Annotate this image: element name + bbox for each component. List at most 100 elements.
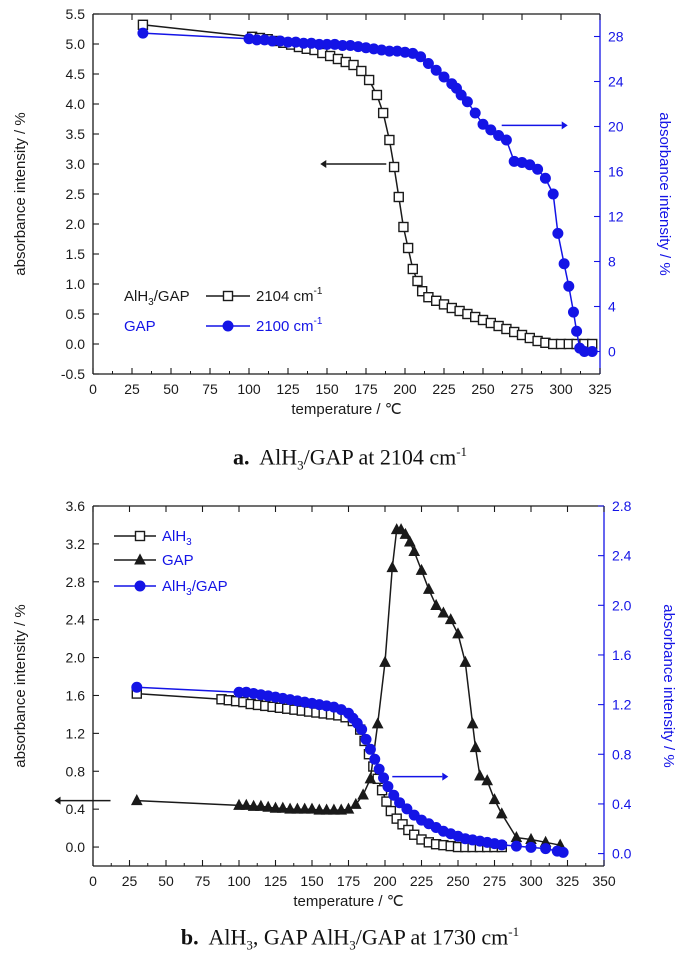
data-point xyxy=(391,813,402,824)
y-left-tick-label: 2.5 xyxy=(66,186,86,202)
legend-marker xyxy=(222,320,234,332)
caption-a-sub: 3 xyxy=(297,457,304,473)
y-left-tick-label: 1.2 xyxy=(66,725,86,741)
data-point xyxy=(444,613,457,625)
y-left-tick-label: 3.0 xyxy=(66,156,86,172)
caption-b-text1: AlH xyxy=(208,924,247,950)
legend-label-text: GAP xyxy=(124,318,156,335)
data-point xyxy=(328,803,340,815)
data-point xyxy=(455,89,467,101)
data-point xyxy=(349,797,362,809)
data-point xyxy=(510,840,522,852)
y-left-tick-label: 1.0 xyxy=(66,276,86,292)
data-point xyxy=(412,275,423,287)
data-point xyxy=(422,58,434,69)
legend-series-sup: -1 xyxy=(314,286,323,297)
y-right-axis-label: absorbance intensity / % xyxy=(660,604,677,767)
x-tick-label: 25 xyxy=(122,873,138,889)
x-tick-label: 325 xyxy=(556,873,580,889)
x-tick-label: 175 xyxy=(354,381,378,397)
data-point xyxy=(510,831,523,843)
y-right-tick-label: 12 xyxy=(608,209,624,225)
x-tick-label: 350 xyxy=(592,873,616,889)
data-point xyxy=(401,803,413,815)
x-tick-label: 0 xyxy=(89,873,97,889)
data-point xyxy=(388,161,400,173)
annotation-arrowhead xyxy=(54,796,61,805)
data-point xyxy=(233,798,245,810)
legend-series-label: 2104 cm-1 xyxy=(256,286,323,305)
y-right-tick-label: 8 xyxy=(608,254,616,270)
y-right-tick-label: 0.8 xyxy=(612,746,632,762)
legend-label: AlH3 xyxy=(162,528,192,548)
data-point xyxy=(485,124,497,136)
data-point xyxy=(474,769,486,781)
caption-b-sub2: 3 xyxy=(349,937,356,953)
y-left-tick-label: 3.5 xyxy=(66,126,86,142)
legend-label-text: AlH xyxy=(162,578,186,595)
y-left-tick-label: 2.0 xyxy=(66,650,86,666)
x-tick-label: 50 xyxy=(158,873,174,889)
x-tick-label: 275 xyxy=(510,381,534,397)
y-left-tick-label: 2.0 xyxy=(66,216,86,232)
data-point xyxy=(459,655,472,667)
data-point xyxy=(363,74,375,86)
data-point xyxy=(466,717,479,729)
data-point xyxy=(348,59,359,71)
data-point xyxy=(284,802,296,814)
y-right-tick-label: 2.0 xyxy=(612,597,632,613)
data-point xyxy=(373,763,385,775)
data-point xyxy=(496,839,508,851)
legend-marker xyxy=(134,530,146,542)
x-tick-label: 125 xyxy=(264,873,288,889)
legend-series-text: 2100 cm xyxy=(256,318,314,335)
legend-label: GAP xyxy=(124,318,156,335)
legend-label: GAP xyxy=(162,552,194,569)
y-right-tick-label: 0.0 xyxy=(612,846,632,862)
data-point xyxy=(306,802,318,814)
x-tick-label: 25 xyxy=(124,381,140,397)
data-point xyxy=(430,64,442,76)
series-1 xyxy=(130,523,567,850)
data-point xyxy=(364,772,377,784)
y-left-tick-label: 1.5 xyxy=(66,246,86,262)
caption-b: b. AlH3, GAP AlH3/GAP at 1730 cm-1 xyxy=(0,924,700,954)
data-point xyxy=(500,134,512,146)
data-point xyxy=(488,793,501,805)
series-0 xyxy=(137,19,598,350)
data-point xyxy=(386,561,399,573)
annotation-arrowhead xyxy=(442,772,449,781)
data-point xyxy=(571,325,583,337)
caption-b-sup: -1 xyxy=(508,924,520,939)
data-point xyxy=(403,535,416,547)
y-left-tick-label: 3.2 xyxy=(66,536,86,552)
data-point xyxy=(356,65,367,77)
data-point xyxy=(540,843,552,855)
data-point xyxy=(395,523,407,535)
series-1 xyxy=(137,27,598,357)
data-point xyxy=(240,798,253,810)
data-point xyxy=(377,107,389,119)
legend-label-text2: /GAP xyxy=(192,578,228,595)
y-right-tick-label: 1.6 xyxy=(612,647,632,663)
annotation-arrowhead xyxy=(320,160,327,168)
series-0 xyxy=(131,688,507,853)
y-left-tick-label: 4.0 xyxy=(66,96,86,112)
data-point xyxy=(262,800,275,812)
data-point xyxy=(356,723,368,735)
legend-label-text: GAP xyxy=(162,552,194,569)
data-point xyxy=(477,118,489,130)
chart-b: 0 25 50 75 100 125 150 175 200 225 250 275 300 325 350… xyxy=(12,498,677,910)
data-point xyxy=(525,841,537,853)
data-point xyxy=(298,802,311,814)
y-left-tick-label: 0.4 xyxy=(66,801,86,817)
y-left-tick-label: 4.5 xyxy=(66,66,86,82)
data-point xyxy=(385,805,397,817)
data-point xyxy=(415,563,428,575)
caption-a-sup: -1 xyxy=(456,444,468,459)
x-tick-label: 275 xyxy=(483,873,507,889)
data-point xyxy=(557,846,569,858)
data-point xyxy=(388,789,400,801)
